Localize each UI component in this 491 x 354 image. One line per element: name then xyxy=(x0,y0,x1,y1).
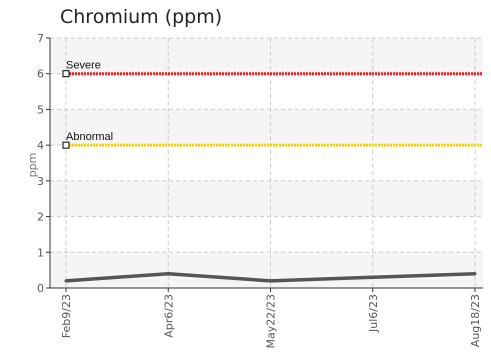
series-lines xyxy=(64,271,477,283)
x-tick-label: Apr6/23 xyxy=(162,294,175,338)
y-tick-label: 0 xyxy=(37,282,44,295)
data-point xyxy=(166,272,170,276)
y-axis-title: ppm xyxy=(26,153,39,178)
x-tick-label: Aug18/23 xyxy=(469,294,482,347)
axes xyxy=(46,37,483,292)
reference-label-severe: Severe xyxy=(66,60,101,72)
y-tick-labels: 0 1 2 3 4 5 6 7 xyxy=(37,32,44,295)
grid-lines xyxy=(50,37,483,288)
x-tick-labels: Feb9/23 Apr6/23 May22/23 Jul6/23 Aug18/23 xyxy=(60,294,482,348)
data-point xyxy=(371,275,375,279)
reference-marker-severe xyxy=(62,70,70,78)
x-tick-label: Jul6/23 xyxy=(367,294,380,333)
x-tick-label: May22/23 xyxy=(265,294,278,348)
plot-band xyxy=(50,38,483,74)
chart-title: Chromium (ppm) xyxy=(60,6,223,28)
y-tick-label: 3 xyxy=(37,175,44,188)
plot-band xyxy=(50,180,483,217)
data-point xyxy=(473,272,477,276)
y-tick-label: 5 xyxy=(37,103,44,116)
reference-lines: Severe Abnormal xyxy=(62,60,483,149)
y-tick-label: 4 xyxy=(37,139,44,152)
reference-label-abnormal: Abnormal xyxy=(66,131,113,143)
x-tick-label: Feb9/23 xyxy=(60,294,73,338)
y-tick-label: 7 xyxy=(37,32,44,45)
data-point xyxy=(64,279,68,283)
reference-marker-abnormal xyxy=(62,141,70,149)
data-point xyxy=(269,279,272,283)
plot-band xyxy=(50,252,483,288)
y-tick-label: 6 xyxy=(37,68,44,81)
y-tick-label: 1 xyxy=(37,246,44,259)
plot-bands xyxy=(50,38,483,288)
y-tick-label: 2 xyxy=(37,211,44,224)
plot-band xyxy=(50,109,483,146)
